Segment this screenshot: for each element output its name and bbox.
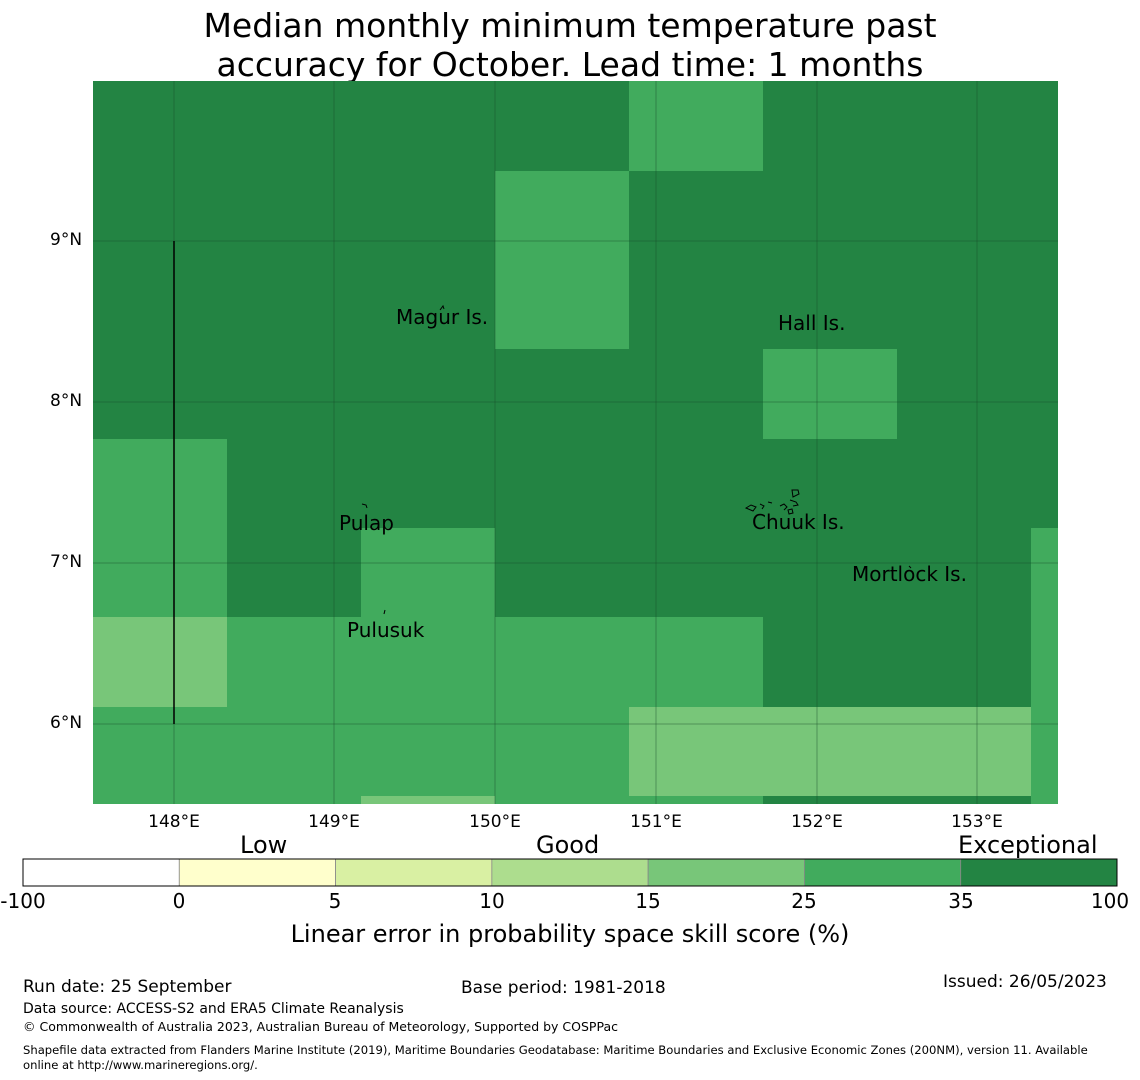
legend-category-exceptional: Exceptional — [958, 831, 1098, 859]
colorbar-tick: 10 — [479, 889, 505, 913]
lon-label-149: 149°E — [308, 812, 360, 832]
colorbar-segment — [178, 858, 336, 887]
shapefile-credit-line-2: online at http://www.marineregions.org/. — [23, 1058, 258, 1072]
cell-very-good — [93, 439, 227, 617]
colorbar — [22, 858, 1118, 887]
cell-good-plus — [93, 617, 227, 707]
colorbar-tick: 100 — [1090, 889, 1130, 913]
colorbar-outline — [22, 858, 1118, 887]
pulusuk-island-shape — [383, 609, 386, 615]
base-period: Base period: 1981-2018 — [461, 978, 666, 998]
place-label-magur: Magur Is. — [396, 305, 489, 329]
place-label-mortlock: Mortlock Is. — [852, 562, 967, 586]
legend-category-low: Low — [240, 831, 288, 859]
lon-label-153: 153°E — [951, 812, 1003, 832]
place-label-pulap: Pulap — [339, 511, 394, 535]
shapefile-credit-line-1: Shapefile data extracted from Flanders M… — [23, 1043, 1088, 1057]
pulap-island-shape — [361, 503, 368, 509]
cell-very-good — [1031, 528, 1058, 804]
colorbar-segment — [804, 858, 962, 887]
colorbar-tick: 35 — [948, 889, 974, 913]
colorbar-title: Linear error in probability space skill … — [290, 920, 850, 948]
island-outlines — [361, 304, 912, 615]
lon-label-150: 150°E — [469, 812, 521, 832]
place-label-pulusuk: Pulusuk — [347, 618, 425, 642]
lon-label-151: 151°E — [630, 812, 682, 832]
title-line-2: accuracy for October. Lead time: 1 month… — [216, 45, 924, 84]
colorbar-segment — [491, 858, 649, 887]
issued-date: Issued: 26/05/2023 — [943, 972, 1107, 992]
place-label-hall: Hall Is. — [778, 311, 846, 335]
cell-very-good — [361, 528, 495, 617]
colorbar-tick: 5 — [328, 889, 342, 913]
data-source: Data source: ACCESS-S2 and ERA5 Climate … — [23, 1001, 404, 1017]
colorbar-segment — [960, 858, 1118, 887]
cell-good-plus — [361, 796, 495, 804]
lat-label-9: 9°N — [50, 230, 83, 250]
colorbar-segment — [647, 858, 805, 887]
mortlock-island-shape — [908, 565, 912, 569]
cell-good-plus — [629, 707, 1031, 796]
copyright: © Commonwealth of Australia 2023, Austra… — [23, 1019, 618, 1034]
run-date: Run date: 25 September — [23, 977, 232, 997]
magur-island-shape — [439, 304, 445, 311]
colorbar-tick: 25 — [791, 889, 817, 913]
cell-very-good — [93, 707, 227, 804]
colorbar-tick: 15 — [635, 889, 661, 913]
colorbar-segment — [22, 858, 180, 887]
lon-label-148: 148°E — [148, 812, 200, 832]
lon-label-152: 152°E — [791, 812, 843, 832]
lat-label-6: 6°N — [50, 713, 83, 733]
cell-very-good — [763, 349, 897, 439]
lat-label-8: 8°N — [50, 391, 83, 411]
place-label-chuuk: Chuuk Is. — [752, 510, 845, 534]
cell-very-good — [629, 81, 763, 171]
cell-very-good — [495, 171, 629, 349]
colorbar-tick: 0 — [172, 889, 186, 913]
title-line-1: Median monthly minimum temperature past — [203, 6, 937, 45]
colorbar-segment — [335, 858, 493, 887]
chuuk-island-shape — [744, 489, 800, 515]
colorbar-tick: -100 — [0, 889, 46, 913]
lat-label-7: 7°N — [50, 552, 83, 572]
legend-category-good: Good — [536, 831, 600, 859]
